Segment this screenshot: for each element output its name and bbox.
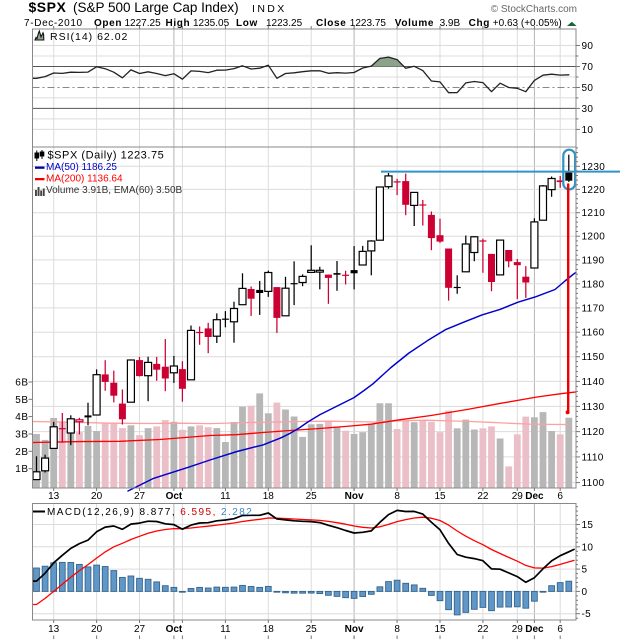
svg-text:7-Dec-2010: 7-Dec-2010 (24, 18, 83, 29)
svg-text:11: 11 (220, 491, 231, 502)
svg-text:25: 25 (306, 491, 318, 502)
svg-text:Close: Close (316, 18, 346, 29)
svg-text:2B: 2B (15, 447, 28, 458)
svg-text:20: 20 (91, 624, 103, 635)
svg-text:Nov: Nov (345, 624, 364, 635)
svg-text:1120: 1120 (582, 427, 605, 438)
svg-text:22: 22 (477, 624, 489, 635)
svg-text:$SPX: $SPX (29, 0, 67, 15)
svg-text:$SPX (Daily) 1223.75: $SPX (Daily) 1223.75 (48, 150, 165, 162)
svg-text:-5: -5 (582, 609, 592, 620)
svg-text:Nov: Nov (345, 491, 364, 502)
svg-text:27: 27 (134, 624, 146, 635)
svg-text:Open: Open (94, 18, 122, 29)
svg-text:MA(50) 1186.25: MA(50) 1186.25 (46, 162, 117, 173)
svg-text:1210: 1210 (582, 208, 606, 219)
svg-text:1190: 1190 (582, 255, 605, 266)
svg-text:INDX: INDX (252, 3, 287, 15)
svg-text:+0.63 (+0.05%): +0.63 (+0.05%) (493, 18, 562, 29)
svg-text:27: 27 (134, 491, 146, 502)
svg-text:1223.25: 1223.25 (266, 18, 303, 29)
svg-text:29: 29 (512, 491, 524, 502)
svg-text:1200: 1200 (582, 232, 606, 243)
svg-text:1230: 1230 (582, 162, 606, 173)
svg-text:1150: 1150 (582, 352, 605, 363)
svg-text:6B: 6B (15, 378, 28, 389)
svg-text:(S&P 500 Large Cap Index): (S&P 500 Large Cap Index) (73, 0, 239, 15)
svg-text:15: 15 (434, 491, 446, 502)
svg-text:1160: 1160 (582, 328, 605, 339)
svg-text:70: 70 (582, 62, 594, 73)
svg-text:Oct: Oct (166, 491, 183, 502)
svg-text:3B: 3B (15, 430, 28, 441)
svg-text:6: 6 (557, 491, 563, 502)
svg-text:20: 20 (91, 491, 103, 502)
svg-text:25: 25 (306, 624, 318, 635)
svg-text:8: 8 (394, 624, 400, 635)
svg-text:10: 10 (582, 542, 594, 553)
svg-text:Oct: Oct (166, 624, 183, 635)
svg-text:1140: 1140 (582, 377, 605, 388)
svg-text:50: 50 (582, 83, 594, 94)
svg-text:Dec: Dec (525, 624, 544, 635)
svg-text:© StockCharts.com: © StockCharts.com (491, 4, 577, 15)
svg-text:1130: 1130 (582, 402, 605, 413)
svg-text:10: 10 (582, 125, 594, 136)
svg-text:1B: 1B (15, 464, 28, 475)
svg-text:MA(200) 1136.64: MA(200) 1136.64 (46, 174, 123, 185)
svg-text:18: 18 (263, 624, 275, 635)
svg-text:1110: 1110 (582, 452, 604, 463)
svg-text:30: 30 (582, 104, 594, 115)
svg-text:Chg: Chg (469, 18, 490, 29)
svg-text:1223.75: 1223.75 (350, 18, 387, 29)
svg-text:1180: 1180 (582, 279, 605, 290)
svg-text:MACD(12,26,9) 8.877, 6.595, 2.: MACD(12,26,9) 8.877, 6.595, 2.282 (47, 507, 253, 518)
svg-text:Volume: Volume (395, 18, 434, 29)
svg-text:29: 29 (512, 624, 524, 635)
svg-text:1227.25: 1227.25 (125, 18, 162, 29)
svg-text:22: 22 (477, 491, 489, 502)
svg-text:Volume 3.91B, EMA(60) 3.50B: Volume 3.91B, EMA(60) 3.50B (46, 185, 183, 196)
svg-text:13: 13 (48, 624, 60, 635)
svg-text:0: 0 (582, 587, 588, 598)
svg-text:RSI(14) 62.02: RSI(14) 62.02 (50, 31, 128, 43)
svg-text:High: High (166, 18, 191, 29)
svg-text:15: 15 (582, 520, 594, 531)
svg-text:6: 6 (557, 624, 563, 635)
svg-text:3.9B: 3.9B (440, 18, 461, 29)
svg-text:5: 5 (582, 565, 588, 576)
svg-text:1170: 1170 (582, 303, 605, 314)
svg-text:13: 13 (48, 491, 60, 502)
svg-text:1100: 1100 (582, 478, 605, 489)
svg-text:Low: Low (236, 18, 258, 29)
svg-text:15: 15 (434, 624, 446, 635)
svg-text:Dec: Dec (525, 491, 544, 502)
svg-text:8: 8 (394, 491, 400, 502)
svg-text:4B: 4B (15, 412, 28, 423)
svg-text:1235.05: 1235.05 (193, 18, 230, 29)
svg-text:90: 90 (582, 41, 594, 52)
svg-text:5B: 5B (15, 395, 28, 406)
svg-text:1220: 1220 (582, 185, 606, 196)
svg-text:11: 11 (220, 624, 231, 635)
svg-text:18: 18 (263, 491, 275, 502)
